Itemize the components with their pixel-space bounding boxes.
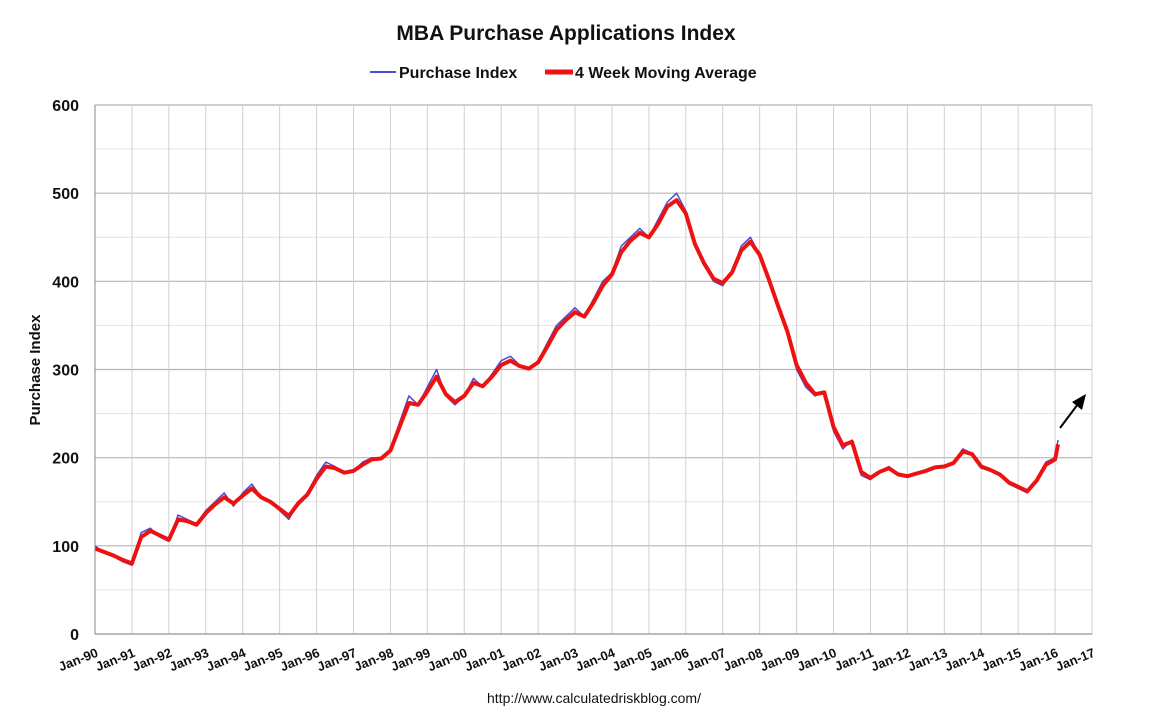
legend-label-purchase-index: Purchase Index [399,65,517,82]
series-line-purchase-index [94,192,1059,566]
trend-arrow [1059,394,1086,429]
y-axis-label: Purchase Index [27,314,44,426]
x-tick-label: Jan-17 [1053,645,1097,674]
legend-label-moving-average: 4 Week Moving Average [575,65,757,82]
y-tick-label: 0 [70,627,79,644]
source-url: http://www.calculatedriskblog.com/ [487,690,701,706]
y-tick-label: 200 [52,451,79,468]
series-line-moving-average [94,198,1060,566]
y-tick-label: 600 [52,98,79,115]
series-lines [94,192,1060,566]
gridlines [94,104,1093,635]
y-tick-label: 400 [52,274,79,291]
x-axis-ticks: Jan-90Jan-91Jan-92Jan-93Jan-94Jan-95Jan-… [56,645,1097,675]
y-tick-label: 300 [52,363,79,380]
y-tick-label: 100 [52,539,79,556]
y-tick-label: 500 [52,186,79,203]
y-axis-ticks: 0 100 200 300 400 500 600 [52,98,79,644]
chart-title: MBA Purchase Applications Index [396,22,735,45]
legend: Purchase Index 4 Week Moving Average [370,65,757,82]
